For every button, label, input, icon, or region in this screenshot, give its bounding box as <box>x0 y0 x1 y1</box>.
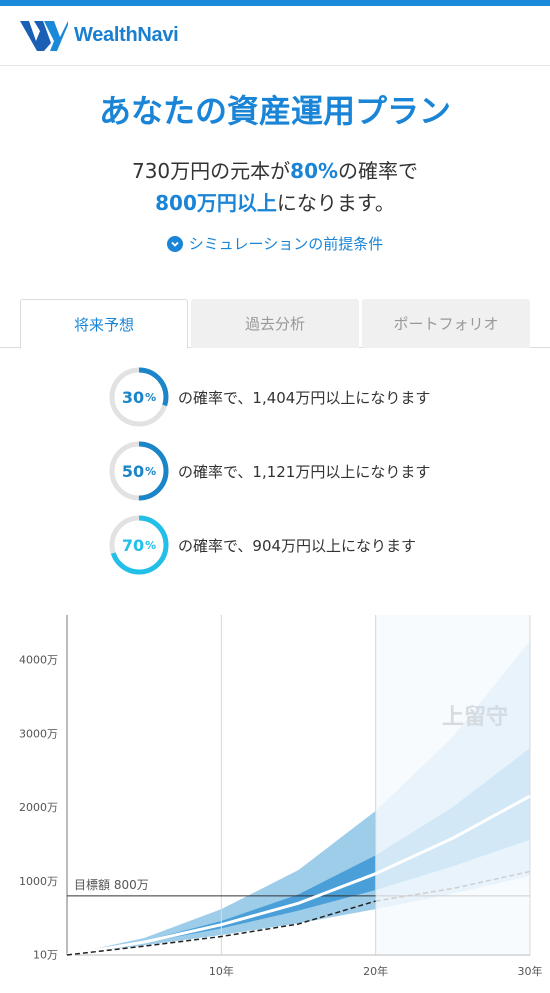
probability-percent: 50 <box>121 461 145 481</box>
simulation-conditions-label: シミュレーションの前提条件 <box>188 235 384 253</box>
tab-bar: 将来予想 過去分析 ポートフォリオ <box>0 299 550 349</box>
x-tick-label: 10年 <box>209 964 234 978</box>
tab-portfolio[interactable]: ポートフォリオ <box>362 299 530 348</box>
top-accent-bar <box>0 0 550 6</box>
probability-row-50: 50% の確率で、1,121万円以上になります <box>108 440 430 502</box>
simulation-conditions-link[interactable]: シミュレーションの前提条件 <box>0 233 550 254</box>
summary-highlight-amount: 800万円以上 <box>155 191 277 215</box>
x-tick-label: 30年 <box>518 964 543 978</box>
y-tick-label: 2000万 <box>19 801 58 814</box>
principal-line-future <box>375 870 531 902</box>
probability-text: の確率で、904万円以上になります <box>178 536 417 555</box>
summary-text: になります。 <box>276 191 395 215</box>
inner-band <box>67 855 376 955</box>
watermark-text: 上留守 <box>442 704 508 730</box>
y-tick-label: 3000万 <box>19 727 58 740</box>
app-header: WealthNavi <box>0 6 550 66</box>
probability-ring: 30% <box>108 366 170 428</box>
probability-unit: % <box>145 390 157 404</box>
probability-ring: 70% <box>108 514 170 576</box>
probability-text: の確率で、1,404万円以上になります <box>178 388 431 407</box>
probability-value: 30% <box>108 366 170 428</box>
probability-unit: % <box>145 464 157 478</box>
outer-band <box>67 810 376 955</box>
logo-text: WealthNavi <box>74 24 179 46</box>
probability-ring: 50% <box>108 440 170 502</box>
page-title: あなたの資産運用プラン <box>98 92 451 130</box>
probability-row-30: 30% の確率で、1,404万円以上になります <box>108 366 430 428</box>
y-tick-label: 4000万 <box>19 653 58 666</box>
y-tick-label: 10万 <box>33 948 58 961</box>
probability-row-70: 70% の確率で、904万円以上になります <box>108 514 416 576</box>
tab-forecast[interactable]: 将来予想 <box>20 299 188 349</box>
x-tick-label: 20年 <box>363 964 388 978</box>
plan-summary: 730万円の元本が80%の確率で 800万円以上になります。 <box>0 155 550 219</box>
probability-value: 50% <box>108 440 170 502</box>
summary-text: 730万円の元本が <box>131 159 291 183</box>
y-tick-label: 1000万 <box>19 875 58 888</box>
summary-text: の確率で <box>338 159 419 183</box>
target-label: 目標額 800万 <box>74 878 149 892</box>
probability-percent: 70 <box>121 535 145 555</box>
chevron-down-circle-icon <box>166 235 183 252</box>
probability-value: 70% <box>108 514 170 576</box>
wealthnavi-w-icon <box>20 20 68 51</box>
median-line-future <box>375 794 531 876</box>
tab-past-analysis[interactable]: 過去分析 <box>191 299 359 348</box>
logo[interactable]: WealthNavi <box>20 20 179 51</box>
probability-unit: % <box>145 538 157 552</box>
probability-percent: 30 <box>121 387 145 407</box>
principal-line <box>66 900 376 956</box>
median-line <box>66 872 377 957</box>
probability-text: の確率で、1,121万円以上になります <box>178 462 431 481</box>
summary-highlight-probability: 80% <box>290 159 339 183</box>
